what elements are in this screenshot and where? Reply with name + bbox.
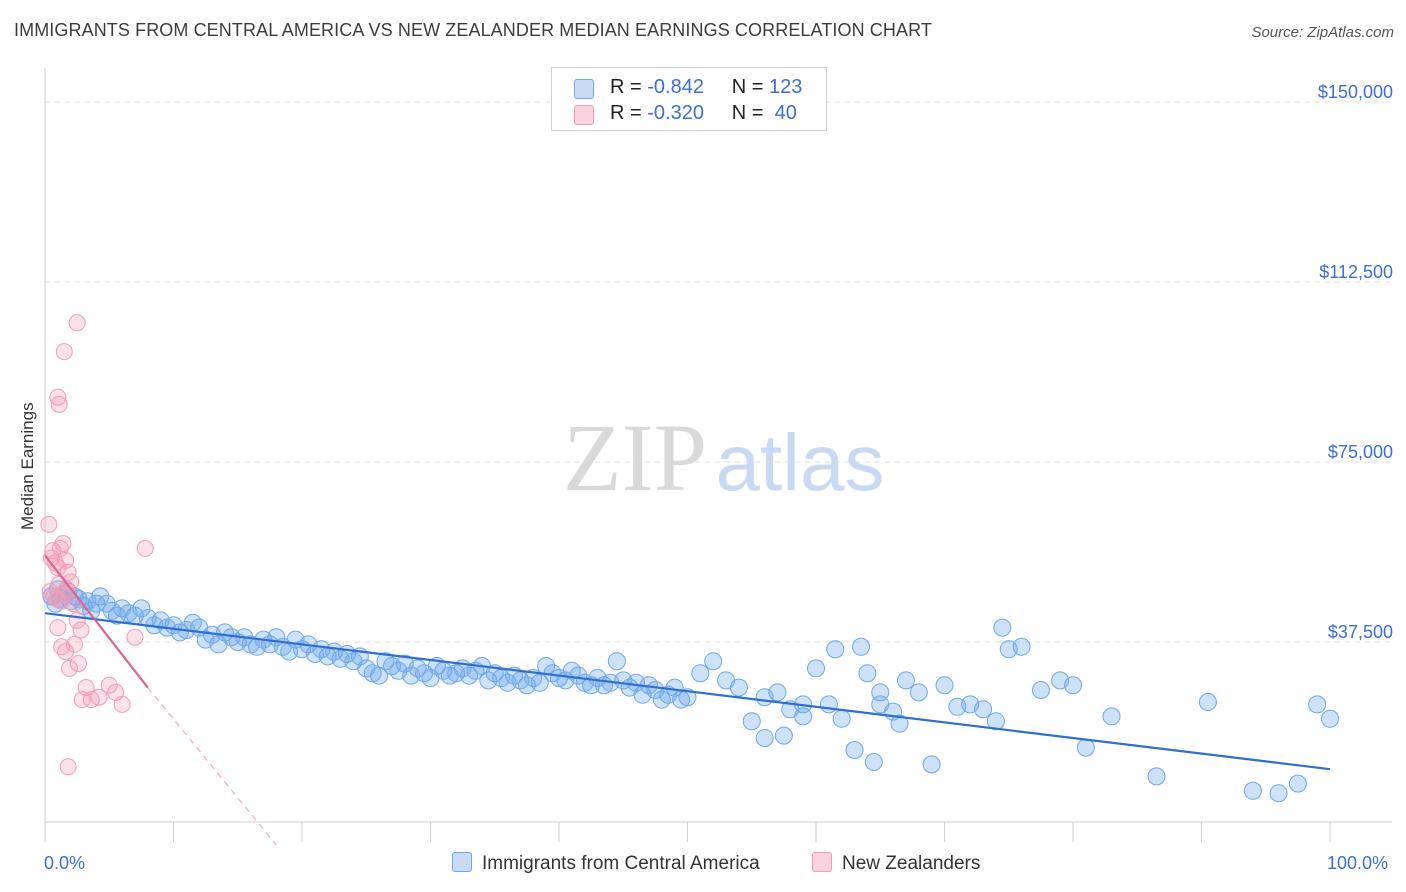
point-new-zealander (100, 676, 118, 694)
correlation-legend: R = -0.842 N = 123 R = -0.320 N = 40 (551, 67, 827, 131)
trend-line-central-america (44, 612, 1331, 771)
point-new-zealander (55, 343, 73, 361)
point-central-america (1269, 784, 1288, 803)
y-tick-label: $150,000 (1317, 82, 1393, 102)
blue-swatch (452, 852, 472, 872)
point-central-america (742, 712, 761, 731)
chart-title: IMMIGRANTS FROM CENTRAL AMERICA VS NEW Z… (14, 20, 932, 40)
point-central-america (132, 599, 151, 618)
point-central-america (691, 664, 710, 683)
point-central-america (1308, 695, 1327, 714)
point-new-zealander (69, 655, 87, 673)
point-central-america (890, 714, 909, 733)
point-central-america (91, 587, 110, 606)
point-central-america (993, 618, 1012, 637)
point-central-america (1147, 767, 1166, 786)
point-central-america (845, 741, 864, 759)
x-tick-label-max: 100.0% (1327, 853, 1389, 873)
point-central-america (755, 729, 774, 747)
point-new-zealander (49, 388, 67, 406)
point-new-zealander (68, 314, 86, 332)
point-new-zealander (72, 621, 90, 639)
y-tick-label: $112,500 (1319, 262, 1393, 282)
point-new-zealander (54, 535, 72, 553)
legend-label: Immigrants from Central America (482, 853, 760, 874)
point-central-america (851, 637, 870, 656)
point-central-america (832, 709, 851, 728)
point-central-america (807, 659, 825, 678)
pink-swatch (574, 105, 594, 125)
point-new-zealander (59, 758, 77, 776)
legend-item-central-america: Immigrants from Central America (452, 852, 760, 875)
point-central-america (871, 683, 890, 702)
point-central-america (1012, 637, 1031, 656)
r-value: -0.842 (647, 76, 704, 98)
r-label: R = (610, 76, 648, 98)
point-new-zealander (50, 395, 68, 413)
point-new-zealander (126, 628, 144, 646)
y-axis-title: Median Earnings (18, 402, 37, 530)
n-label: N = (731, 102, 770, 124)
r-value: -0.320 (647, 102, 704, 124)
n-value: 123 (769, 76, 803, 98)
point-new-zealander (66, 635, 84, 653)
legend-item-new-zealanders: New Zealanders (812, 852, 980, 875)
point-central-america (1102, 707, 1121, 726)
point-central-america (922, 755, 941, 774)
watermark-zip: ZIP (563, 404, 707, 511)
point-new-zealander (60, 659, 78, 677)
y-tick-label: $75,000 (1327, 442, 1393, 462)
point-central-america (678, 688, 697, 707)
point-new-zealander (40, 515, 58, 533)
point-central-america (1243, 781, 1262, 800)
x-tick-label-min: 0.0% (44, 853, 86, 873)
point-central-america (774, 726, 793, 745)
point-new-zealander (49, 619, 67, 637)
point-new-zealander (57, 643, 75, 661)
point-new-zealander (59, 563, 77, 581)
legend-label: New Zealanders (842, 853, 981, 874)
point-central-america (794, 707, 813, 726)
point-central-america (1076, 738, 1095, 757)
point-central-america (1288, 774, 1307, 793)
point-central-america (974, 700, 993, 719)
point-central-america (826, 640, 845, 659)
point-central-america (858, 664, 877, 683)
point-new-zealander (58, 580, 76, 598)
point-central-america (1064, 676, 1082, 695)
point-new-zealander (136, 539, 154, 557)
source-label: Source: ZipAtlas.com (1251, 24, 1394, 41)
blue-swatch (574, 79, 594, 99)
point-central-america (569, 666, 588, 685)
point-central-america (819, 695, 838, 714)
point-new-zealander (90, 688, 108, 706)
point-central-america (1198, 693, 1217, 711)
point-central-america (607, 652, 626, 671)
trend-line-new-zealanders (44, 554, 149, 689)
point-central-america (864, 753, 883, 771)
point-central-america (1031, 681, 1050, 699)
n-label: N = (731, 76, 770, 98)
pink-swatch (812, 852, 832, 872)
trend-extension-new-zealanders (147, 687, 277, 846)
y-tick-label: $37,500 (1327, 622, 1393, 642)
point-central-america (935, 676, 954, 695)
point-central-america (768, 683, 787, 702)
point-central-america (729, 678, 748, 697)
point-central-america (896, 671, 915, 690)
r-label: R = (610, 102, 648, 124)
point-central-america (909, 683, 928, 702)
point-new-zealander (113, 695, 131, 713)
point-central-america (1321, 709, 1339, 728)
point-central-america (704, 652, 723, 671)
n-value: 40 (769, 102, 797, 124)
